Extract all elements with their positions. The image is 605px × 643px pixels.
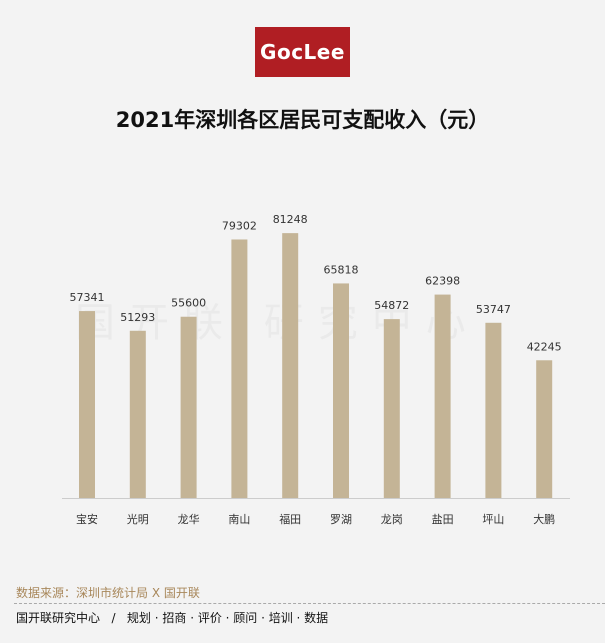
x-tick-label: 南山 (228, 513, 250, 526)
x-tick-label: 大鹏 (533, 512, 555, 526)
data-label: 42245 (527, 340, 562, 353)
data-label: 81248 (273, 213, 308, 226)
x-tick-label: 光明 (127, 512, 149, 526)
x-tick-label: 罗湖 (330, 513, 352, 526)
bar (383, 319, 400, 498)
x-tick-label: 龙华 (178, 512, 200, 526)
bar (231, 239, 248, 499)
bar (536, 360, 553, 498)
data-label: 55600 (171, 297, 206, 310)
data-label: 53747 (476, 303, 511, 316)
data-label: 57341 (70, 291, 105, 304)
data-label: 79302 (222, 219, 257, 232)
data-label: 65818 (324, 263, 359, 276)
bar-chart: 57341 宝安 51293 光明 55600 龙华 79302 南山 81248 福田 65818… (62, 213, 570, 526)
data-label: 62398 (425, 275, 460, 288)
divider (14, 603, 605, 604)
x-tick-label: 龙岗 (381, 513, 403, 526)
data-source: 数据来源：深圳市统计局 X 国开联 (16, 586, 200, 600)
chart-title: 2021年深圳各区居民可支配收入（元） (115, 108, 490, 132)
footer-text: 国开联研究中心 / 规划 · 招商 · 评价 · 顾问 · 培训 · 数据 (16, 611, 329, 625)
bar (333, 283, 349, 498)
bar (434, 294, 451, 498)
x-tick-label: 福田 (279, 512, 301, 526)
bar (485, 322, 502, 498)
goclee-logo: GocLee (255, 27, 350, 77)
data-label: 54872 (374, 299, 409, 312)
bar (129, 330, 146, 498)
x-tick-label: 坪山 (482, 513, 504, 526)
x-tick-label: 盐田 (432, 513, 454, 526)
x-tick-label: 宝安 (76, 512, 98, 526)
bar (282, 233, 299, 498)
data-label: 51293 (120, 311, 155, 324)
bar (180, 316, 197, 498)
bar (79, 311, 95, 498)
